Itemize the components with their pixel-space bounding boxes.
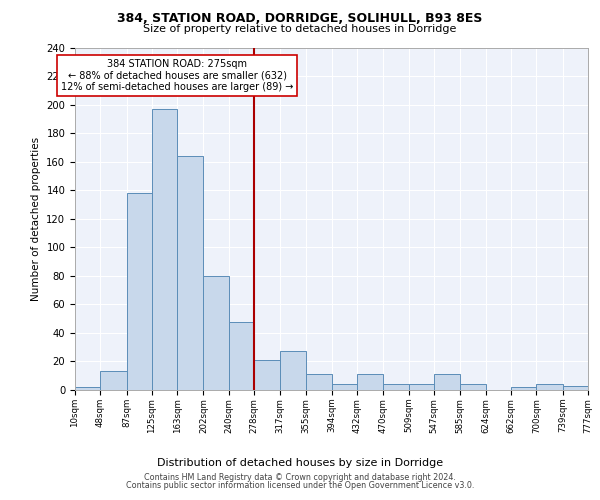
Bar <box>383 384 409 390</box>
Bar <box>306 374 332 390</box>
Bar <box>511 387 536 390</box>
Bar <box>409 384 434 390</box>
Text: 384 STATION ROAD: 275sqm
← 88% of detached houses are smaller (632)
12% of semi-: 384 STATION ROAD: 275sqm ← 88% of detach… <box>61 59 293 92</box>
Text: Size of property relative to detached houses in Dorridge: Size of property relative to detached ho… <box>143 24 457 34</box>
Text: Contains public sector information licensed under the Open Government Licence v3: Contains public sector information licen… <box>126 481 474 490</box>
Bar <box>127 193 152 390</box>
Bar <box>229 322 254 390</box>
Bar <box>280 352 306 390</box>
Text: Distribution of detached houses by size in Dorridge: Distribution of detached houses by size … <box>157 458 443 468</box>
Bar <box>332 384 357 390</box>
Bar <box>203 276 229 390</box>
Bar <box>254 360 280 390</box>
Text: 384, STATION ROAD, DORRIDGE, SOLIHULL, B93 8ES: 384, STATION ROAD, DORRIDGE, SOLIHULL, B… <box>118 12 482 26</box>
Text: Contains HM Land Registry data © Crown copyright and database right 2024.: Contains HM Land Registry data © Crown c… <box>144 473 456 482</box>
Bar <box>152 109 178 390</box>
Bar <box>536 384 563 390</box>
Bar <box>460 384 485 390</box>
Bar <box>434 374 460 390</box>
Bar <box>563 386 588 390</box>
Bar <box>100 372 127 390</box>
Bar <box>357 374 383 390</box>
Bar <box>178 156 203 390</box>
Bar <box>75 387 100 390</box>
Y-axis label: Number of detached properties: Number of detached properties <box>31 136 41 301</box>
